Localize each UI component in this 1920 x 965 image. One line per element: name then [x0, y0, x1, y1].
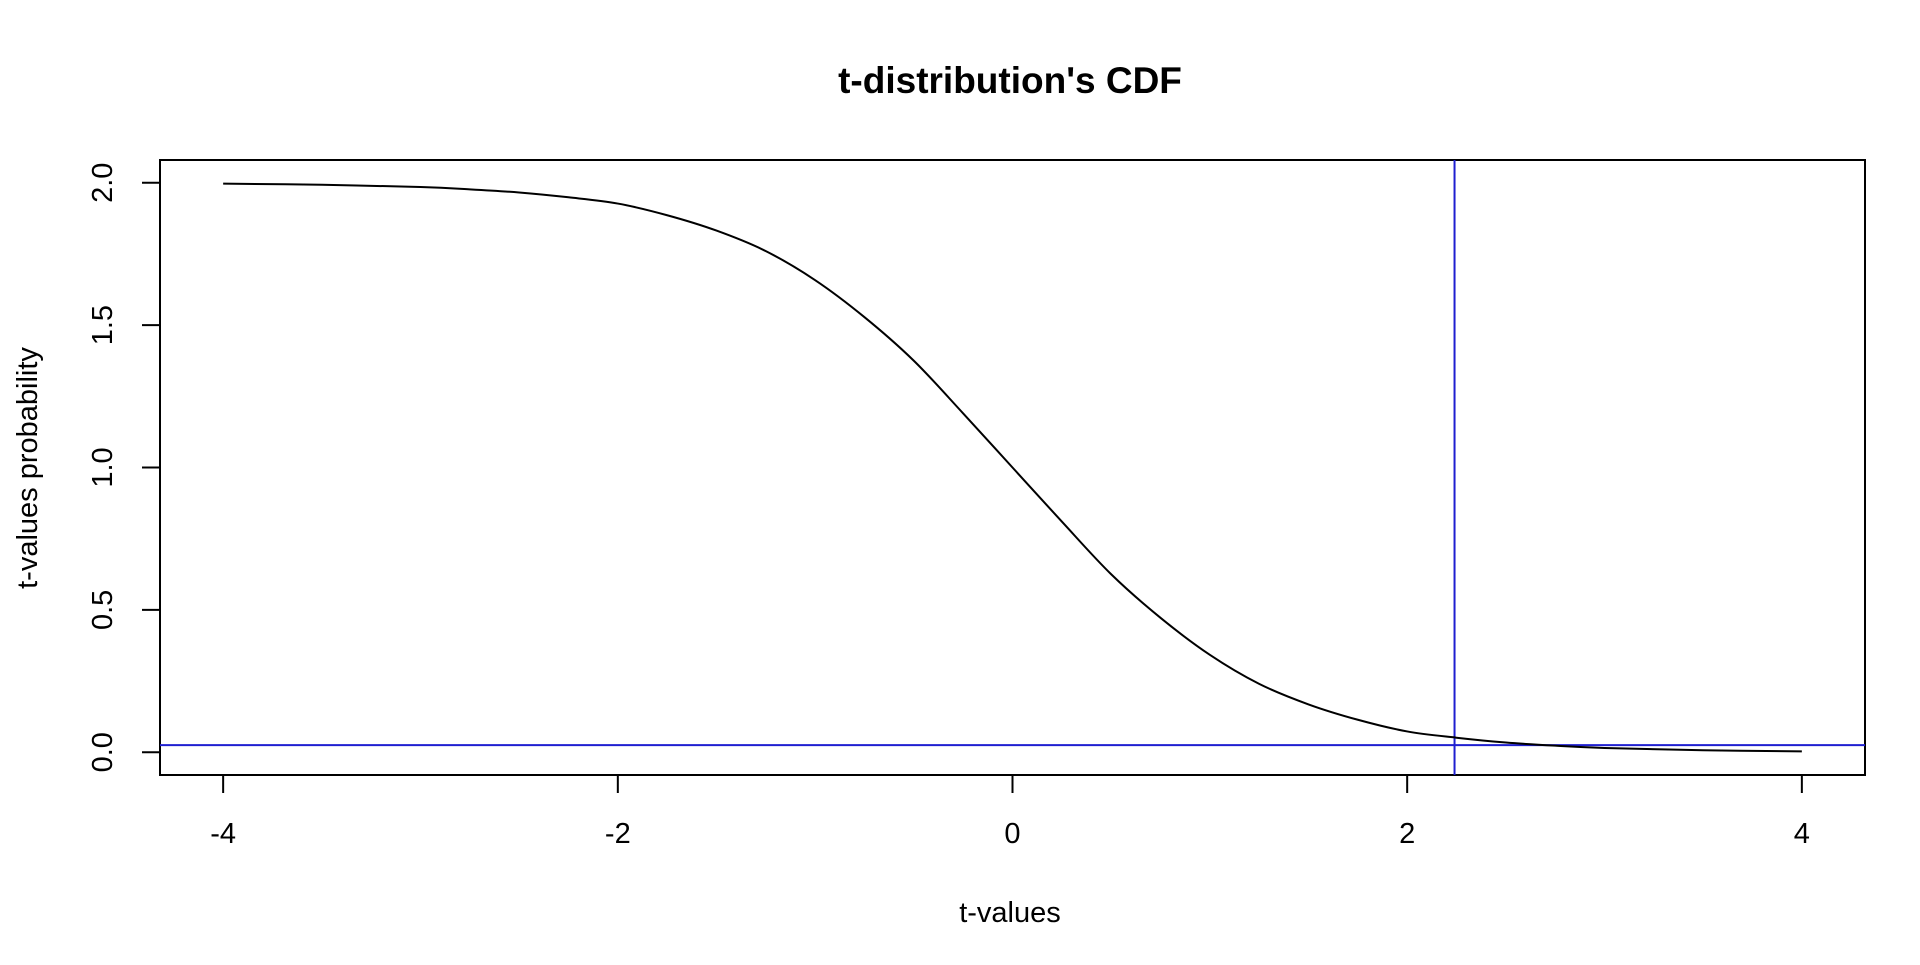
- x-tick-label: -2: [605, 818, 631, 850]
- x-tick-label: -4: [210, 818, 236, 850]
- y-tick-label: 0.5: [87, 590, 119, 630]
- series-line: [223, 182, 1802, 753]
- x-axis-label: t-values: [959, 897, 1061, 929]
- y-tick-label: 1.5: [87, 305, 119, 345]
- x-tick-label: 4: [1794, 818, 1810, 850]
- y-axis-label: t-values probability: [12, 347, 44, 589]
- y-tick-label: 1.0: [87, 447, 119, 487]
- chart-title: t-distribution's CDF: [838, 60, 1182, 101]
- x-tick-label: 0: [1004, 818, 1020, 850]
- x-tick-label: 2: [1399, 818, 1415, 850]
- y-tick-label: 0.0: [87, 732, 119, 772]
- plot-area: -4 -2 0 2 4 0.0 0.5 1.0 1.5 2.0: [87, 159, 1866, 850]
- y-tick-label: 2.0: [87, 163, 119, 203]
